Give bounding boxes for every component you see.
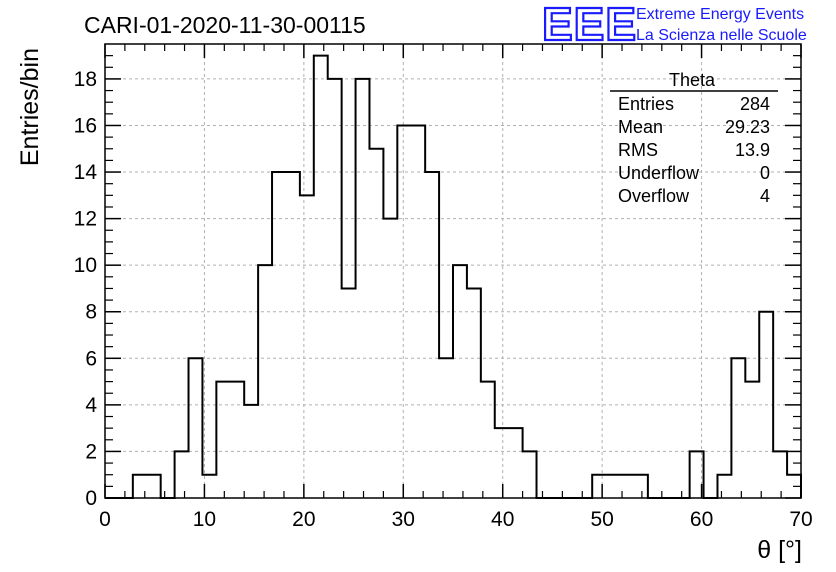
y-axis-label: Entries/bin xyxy=(16,48,44,166)
x-axis-label: θ [°] xyxy=(757,536,802,564)
logo-line-1: Extreme Energy Events xyxy=(636,6,804,23)
x-tick-label: 10 xyxy=(193,508,216,531)
stats-row-label: Mean xyxy=(618,117,663,137)
grid-lines xyxy=(105,44,801,498)
x-tick-label: 60 xyxy=(690,508,713,531)
stats-row-value: 284 xyxy=(740,94,770,114)
y-tick-label: 0 xyxy=(85,487,97,510)
x-tick-label: 70 xyxy=(789,508,812,531)
x-tick-label: 0 xyxy=(99,508,111,531)
stats-row-label: RMS xyxy=(618,140,658,160)
y-tick-label: 6 xyxy=(85,347,97,370)
y-tick-label: 12 xyxy=(74,208,97,231)
chart-title: CARI-01-2020-11-30-00115 xyxy=(84,12,366,38)
x-tick-label: 50 xyxy=(590,508,613,531)
x-tick-label: 30 xyxy=(392,508,415,531)
y-tick-label: 16 xyxy=(74,114,97,137)
y-tick-label: 2 xyxy=(85,440,97,463)
y-tick-label: 10 xyxy=(74,254,97,277)
eee-logo-mark: EEE xyxy=(542,0,637,50)
stats-box: Theta Entries 284 Mean 29.23 RMS 13.9 Underflo… xyxy=(610,70,778,206)
stats-row-label: Entries xyxy=(618,94,674,114)
x-tick-label: 20 xyxy=(292,508,315,531)
stats-row-value: 0 xyxy=(760,163,770,183)
y-tick-label: 8 xyxy=(85,301,97,324)
stats-row-label: Overflow xyxy=(618,186,690,206)
y-tick-label: 4 xyxy=(85,394,97,417)
y-tick-label: 14 xyxy=(74,161,98,184)
stats-row-value: 13.9 xyxy=(735,140,770,160)
stats-row-value: 4 xyxy=(760,186,770,206)
stats-title: Theta xyxy=(669,70,716,90)
y-tick-label: 18 xyxy=(74,68,97,91)
plot-frame xyxy=(104,43,802,499)
stats-row-value: 29.23 xyxy=(725,117,770,137)
logo-line-2: La Scienza nelle Scuole xyxy=(636,27,807,44)
stats-row-label: Underflow xyxy=(618,163,700,183)
histogram-series xyxy=(105,54,802,499)
x-tick-label: 40 xyxy=(491,508,514,531)
